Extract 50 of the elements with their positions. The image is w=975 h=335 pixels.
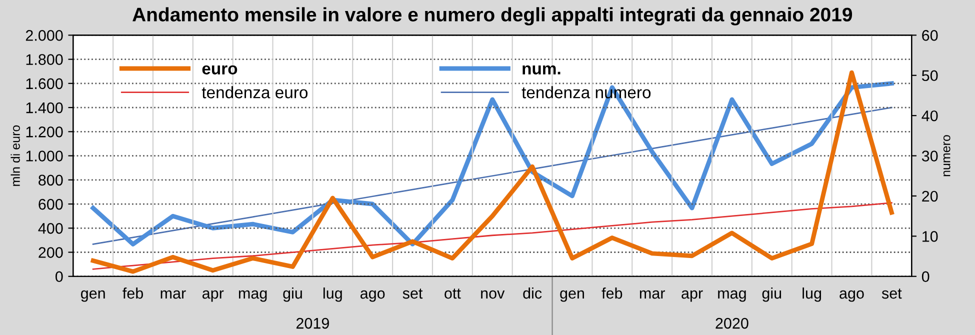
y-tick-label: 400: [38, 223, 63, 234]
x-tick-label: feb: [602, 287, 622, 299]
y-tick-label: 200: [38, 247, 63, 258]
text: 2019: [296, 318, 329, 329]
x-tick-label: lug: [802, 287, 822, 302]
x-tick-label: gen: [560, 290, 584, 302]
y-tick-label: 1.000: [26, 150, 63, 162]
x-tick-label: giu: [762, 287, 782, 302]
y-tick-label: 1.600: [26, 78, 63, 90]
x-tick-label: mag: [238, 290, 267, 302]
y-tick-label: 2.000: [26, 30, 63, 41]
y-tick-label: 0: [56, 271, 63, 282]
x-tick-label: nov: [481, 290, 505, 299]
x-tick-label: set: [882, 288, 902, 299]
x-tick-label: mar: [640, 290, 665, 299]
x-tick-label: lug: [323, 287, 342, 302]
y2-tick-label: 0: [922, 271, 930, 282]
y2-tick-label: 20: [922, 190, 938, 202]
y-tick-label: 1.200: [26, 126, 63, 138]
x-tick-label: ago: [840, 290, 864, 302]
y-tick-label: 600: [38, 198, 63, 210]
y-tick-label: 800: [38, 174, 63, 186]
y2-tick-label: 60: [922, 30, 938, 41]
y2-tick-label: 40: [922, 110, 938, 122]
chart-title: Andamento mensile in valore e numero degli appalti integrati da gennaio 2019: [132, 7, 852, 26]
line-series: [90, 81, 894, 246]
line-series: [92, 202, 892, 270]
y-tick-label: 1.800: [26, 54, 63, 65]
line-series: [92, 106, 892, 245]
x-tick-label: feb: [122, 287, 143, 299]
x-tick-label: mar: [160, 290, 186, 299]
y-axis-title: mln di euro: [10, 125, 20, 186]
y2-tick-label: 50: [922, 70, 938, 82]
x-tick-label: ott: [444, 288, 461, 299]
x-tick-label: apr: [202, 290, 224, 302]
legend-label: num.: [522, 65, 560, 74]
y2-tick-label: 30: [922, 150, 938, 162]
y-tick-label: 1.400: [26, 102, 63, 114]
x-tick-label: giu: [283, 287, 302, 302]
text: 2020: [716, 318, 748, 329]
x-tick-label: dic: [523, 287, 542, 299]
y2-tick-label: 10: [922, 231, 938, 242]
x-tick-label: gen: [80, 290, 105, 302]
y2-axis-title: numero: [943, 135, 950, 176]
x-tick-label: set: [402, 288, 423, 299]
x-tick-label: mag: [718, 290, 746, 302]
x-tick-label: apr: [682, 290, 703, 302]
x-tick-label: ago: [360, 290, 385, 302]
legend-label: euro: [202, 65, 238, 74]
legend-label: tendenza euro: [202, 86, 308, 98]
